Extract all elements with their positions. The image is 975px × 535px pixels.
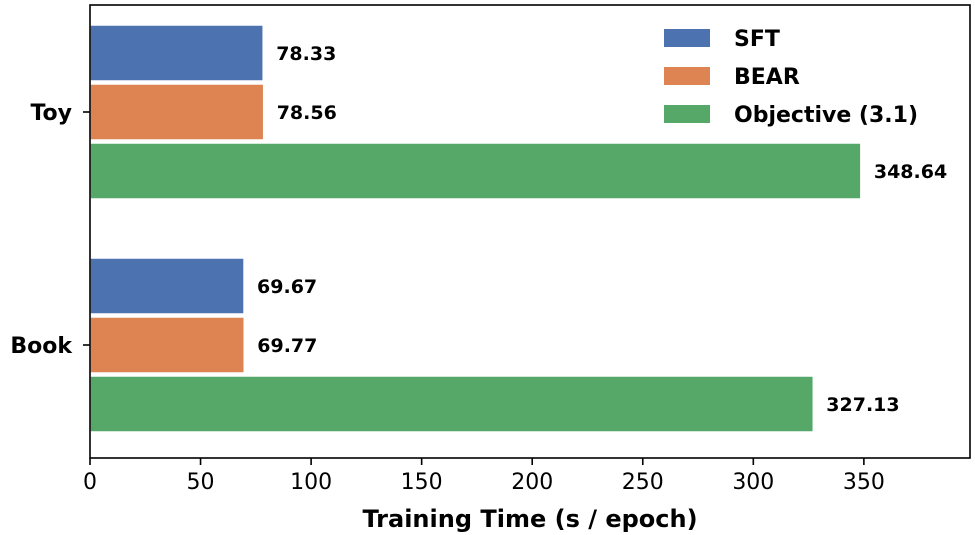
bar-book-objective-3-1 xyxy=(89,375,815,433)
value-label: 69.77 xyxy=(257,335,317,357)
x-axis-title: Training Time (s / epoch) xyxy=(362,505,697,533)
plot-frame xyxy=(89,4,971,459)
y-tick-label: Book xyxy=(10,334,73,359)
x-tick-label: 150 xyxy=(401,470,443,495)
bar-book-bear xyxy=(89,316,246,374)
x-tick-label: 200 xyxy=(511,470,553,495)
x-tick-label: 300 xyxy=(732,470,774,495)
bar-toy-objective-3-1 xyxy=(89,142,862,200)
x-tick-label: 0 xyxy=(83,470,97,495)
value-labels-layer: 78.33 78.56 348.64 69.67 69.77 327.13 xyxy=(257,43,947,416)
x-tick-label: 250 xyxy=(622,470,664,495)
value-label: 78.33 xyxy=(276,43,336,65)
legend: SFT BEAR Objective (3.1) xyxy=(664,27,918,128)
x-tick-label: 50 xyxy=(187,470,215,495)
value-label: 78.56 xyxy=(277,102,337,124)
legend-label: Objective (3.1) xyxy=(734,103,918,128)
bar-toy-sft xyxy=(89,24,264,82)
bar-book-sft xyxy=(89,257,245,315)
x-tick-label: 100 xyxy=(290,470,332,495)
value-label: 348.64 xyxy=(874,161,947,183)
value-label: 69.67 xyxy=(257,276,317,298)
x-axis-ticks: 0 50 100 150 200 250 300 350 xyxy=(83,458,885,495)
legend-label: BEAR xyxy=(734,65,800,90)
legend-label: SFT xyxy=(734,27,780,52)
y-axis-ticks: Toy Book xyxy=(10,101,90,359)
legend-swatch xyxy=(664,105,710,123)
bars-layer xyxy=(89,24,862,433)
legend-swatch xyxy=(664,29,710,47)
x-tick-label: 350 xyxy=(843,470,885,495)
y-tick-label: Toy xyxy=(30,101,72,126)
value-label: 327.13 xyxy=(826,394,899,416)
bar-toy-bear xyxy=(89,83,265,141)
legend-swatch xyxy=(664,67,710,85)
